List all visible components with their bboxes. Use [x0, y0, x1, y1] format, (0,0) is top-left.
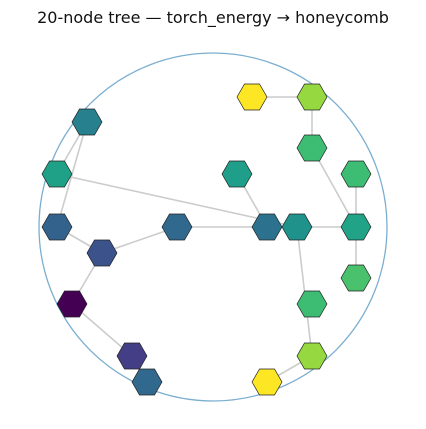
hex-node-d	[296, 134, 328, 162]
boundary-circle	[38, 52, 388, 402]
hex-node-n	[340, 264, 372, 292]
hex-node-a	[236, 83, 268, 111]
hex-node-f	[41, 160, 73, 188]
hex-node-h	[161, 213, 193, 241]
hex-node-b	[296, 83, 328, 111]
hex-node-e	[71, 108, 103, 136]
hex-node-k	[281, 213, 313, 241]
hex-node-i	[41, 213, 73, 241]
hex-node-t	[131, 368, 163, 396]
hex-node-l	[340, 213, 372, 241]
hex-node-g	[340, 160, 372, 188]
diagram-title: 20-node tree — torch_energy → honeycomb	[37, 8, 389, 27]
hex-node-o	[56, 290, 88, 318]
hex-node-s	[251, 368, 283, 396]
hex-node-q	[296, 342, 328, 370]
nodes-layer	[41, 83, 372, 396]
hex-node-p	[296, 290, 328, 318]
hex-node-c	[221, 160, 253, 188]
hex-node-j	[251, 213, 283, 241]
hex-node-m	[86, 239, 118, 267]
